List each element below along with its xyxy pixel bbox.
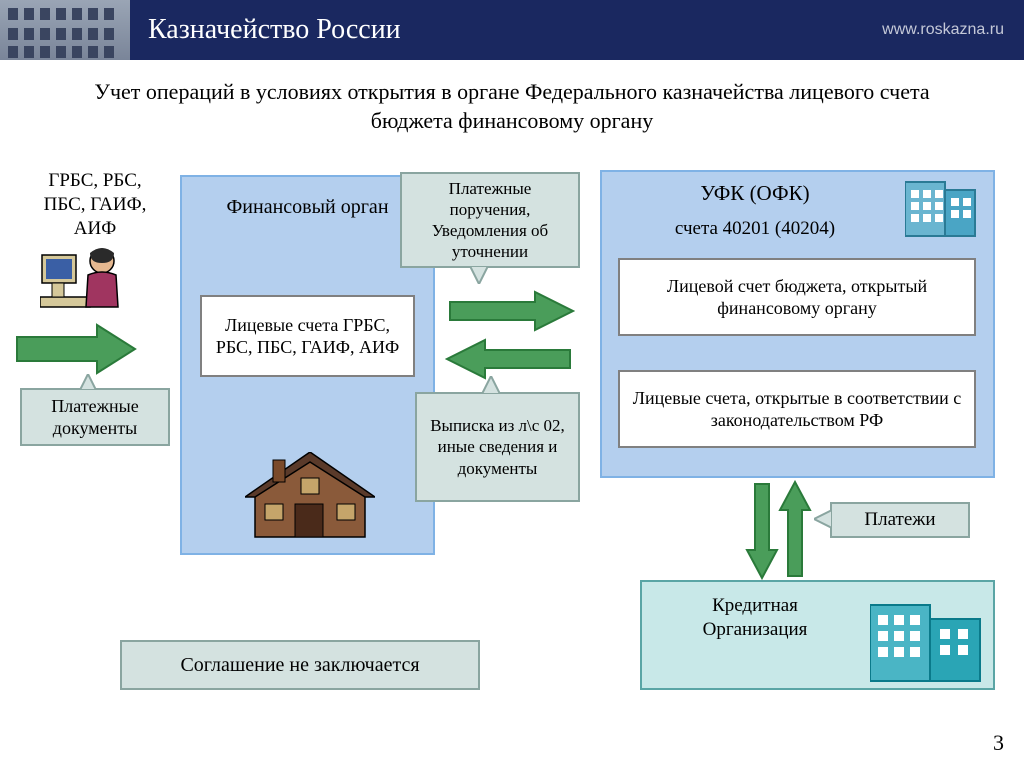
arrow-down-icon <box>745 480 779 580</box>
header: Казначейство России www.roskazna.ru <box>0 0 1024 60</box>
credit-org-label: Кредитная Организация <box>665 590 845 645</box>
ufk-sub: счета 40201 (40204) <box>630 216 880 242</box>
extract-box: Выписка из л\с 02, иные сведения и докум… <box>415 392 580 502</box>
header-title: Казначейство России <box>148 14 401 46</box>
left-group-label: ГРБС, РБС, ПБС, ГАИФ, АИФ <box>20 170 170 240</box>
header-url: www.roskazna.ru <box>882 21 1004 39</box>
ufk-title: УФК (ОФК) <box>630 178 880 208</box>
agreement-box: Соглашение не заключается <box>120 640 480 690</box>
person-computer-icon <box>40 245 130 315</box>
personal-accounts-box: Лицевые счета ГРБС, РБС, ПБС, ГАИФ, АИФ <box>200 295 415 377</box>
payments-box: Платежи <box>830 502 970 538</box>
callout-tail-icon <box>814 508 832 530</box>
callout-tail-icon <box>480 376 502 394</box>
building-icon <box>905 176 983 238</box>
arrow-left-icon <box>445 338 575 380</box>
page-number: 3 <box>993 730 1004 756</box>
payment-orders-box: Платежные поручения, Уведомления об уточ… <box>400 172 580 268</box>
arrow-right-icon <box>445 290 575 332</box>
fin-organ-title: Финансовый орган <box>215 180 400 235</box>
budget-account-box: Лицевой счет бюджета, открытый финансово… <box>618 258 976 336</box>
other-accounts-box: Лицевые счета, открытые в соответствии с… <box>618 370 976 448</box>
callout-tail-icon <box>78 374 98 390</box>
arrow-up-icon <box>778 480 812 580</box>
arrow-right-icon <box>12 323 137 375</box>
house-icon <box>245 452 375 542</box>
bank-building-icon <box>870 595 985 685</box>
payment-docs-box: Платежные документы <box>20 388 170 446</box>
header-building-image <box>0 0 130 60</box>
callout-tail-icon <box>468 266 490 284</box>
slide-title: Учет операций в условиях открытия в орга… <box>0 78 1024 135</box>
